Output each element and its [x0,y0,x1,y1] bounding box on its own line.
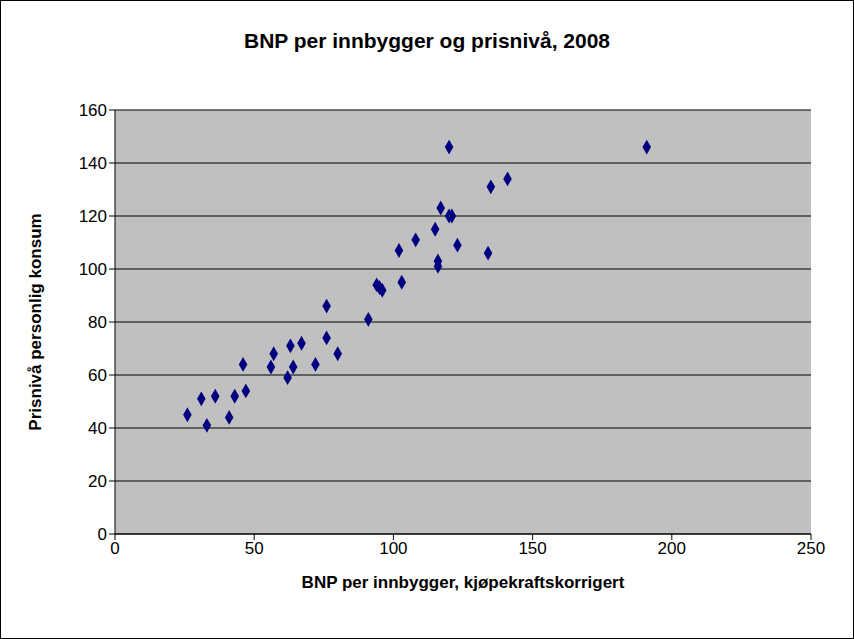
svg-text:150: 150 [518,539,546,558]
svg-text:100: 100 [79,260,107,279]
svg-text:0: 0 [110,539,119,558]
svg-text:200: 200 [658,539,686,558]
svg-text:80: 80 [88,313,107,332]
svg-text:100: 100 [379,539,407,558]
svg-text:BNP per innbygger, kjøpekrafts: BNP per innbygger, kjøpekraftskorrigert [302,573,625,592]
svg-text:160: 160 [79,101,107,120]
svg-text:0: 0 [98,525,107,544]
svg-text:40: 40 [88,419,107,438]
svg-text:60: 60 [88,366,107,385]
svg-text:120: 120 [79,207,107,226]
svg-text:50: 50 [245,539,264,558]
svg-text:Prisnivå personlig konsum: Prisnivå personlig konsum [26,213,45,430]
svg-text:250: 250 [797,539,825,558]
svg-text:140: 140 [79,154,107,173]
html-text:BNP per innbygger og prisnivå,: BNP per innbygger og prisnivå, 2008 [244,29,610,52]
svg-text:20: 20 [88,472,107,491]
